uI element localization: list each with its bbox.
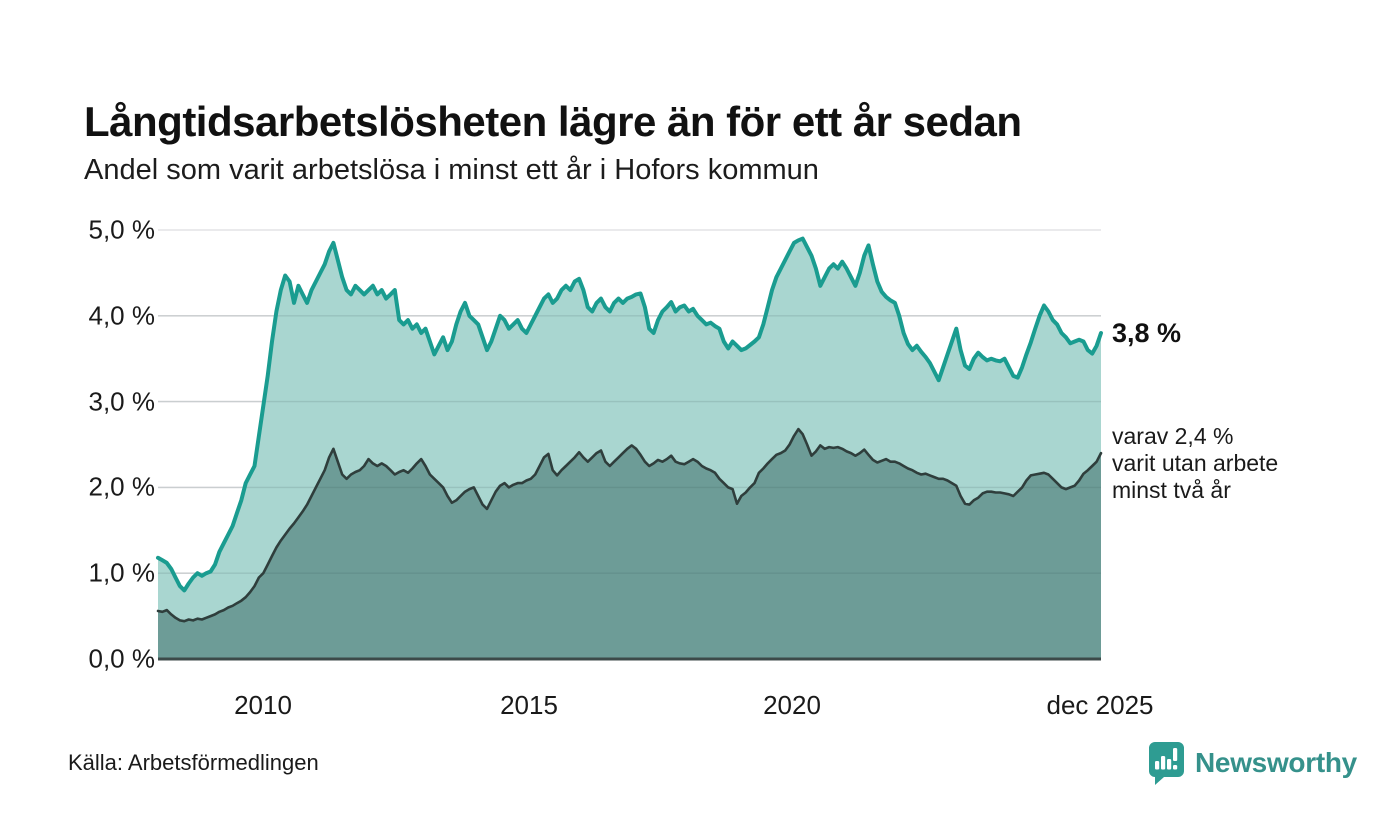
source-credit: Källa: Arbetsförmedlingen <box>68 750 319 775</box>
logo-wordmark: Newsworthy <box>1195 747 1357 778</box>
x-tick-label: 2020 <box>763 690 821 720</box>
y-tick-label: 5,0 % <box>88 214 156 245</box>
x-tick-label: 2010 <box>234 690 292 720</box>
bar-chart-speech-bubble-icon <box>1146 740 1186 786</box>
newsworthy-logo[interactable]: Newsworthy <box>1146 740 1357 786</box>
secondary-value-label: varav 2,4 % varit utan arbete minst två … <box>1112 423 1278 504</box>
x-tick-label: 2015 <box>500 690 558 720</box>
chart-subtitle: Andel som varit arbetslösa i minst ett å… <box>84 154 819 186</box>
y-tick-label: 3,0 % <box>88 386 156 417</box>
y-tick-label: 1,0 % <box>88 557 156 588</box>
latest-value-label: 3,8 % <box>1112 318 1182 348</box>
secondary-value-line: varit utan arbete <box>1112 450 1279 476</box>
y-tick-label: 4,0 % <box>88 300 156 331</box>
secondary-value-line: minst två år <box>1112 477 1231 503</box>
y-tick-label: 2,0 % <box>88 471 156 502</box>
y-tick-label: 0,0 % <box>88 643 156 674</box>
secondary-value-line: varav 2,4 % <box>1112 423 1234 449</box>
x-tick-label: dec 2025 <box>1046 690 1154 720</box>
page-title: Långtidsarbetslösheten lägre än för ett … <box>84 98 1022 146</box>
